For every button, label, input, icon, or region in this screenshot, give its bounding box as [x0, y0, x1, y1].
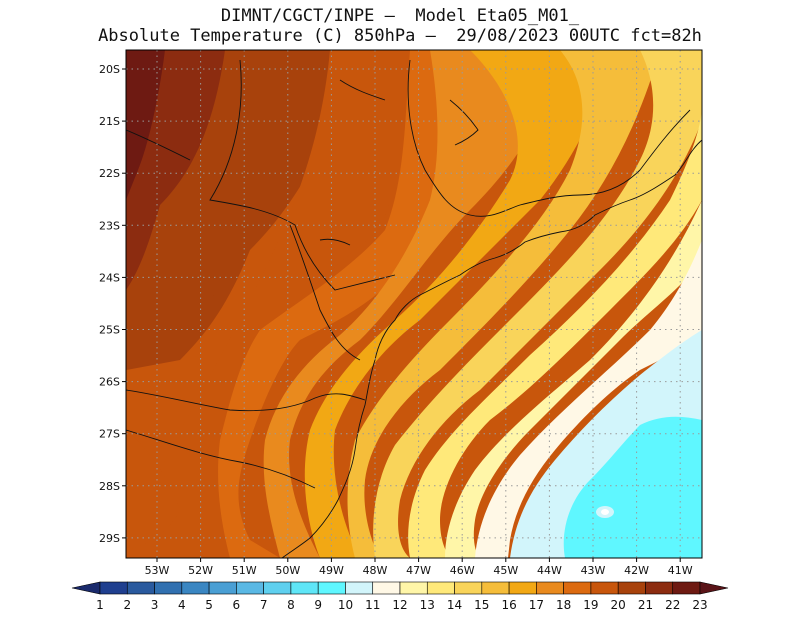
colorbar-label: 18 [556, 598, 571, 612]
longitude-label: 53W [145, 564, 170, 577]
longitude-label: 47W [406, 564, 431, 577]
colorbar-label: 15 [474, 598, 489, 612]
longitude-label: 51W [232, 564, 257, 577]
colorbar-label: 12 [392, 598, 407, 612]
colorbar-segment [372, 581, 401, 595]
colorbar-segment [126, 581, 155, 595]
colorbar-segment [208, 581, 237, 595]
latitude-label: 28S [99, 480, 120, 493]
latitude-label: 21S [99, 115, 120, 128]
colorbar-label: 7 [260, 598, 268, 612]
colorbar-segment [181, 581, 210, 595]
colorbar-label: 13 [420, 598, 435, 612]
longitude-label: 52W [188, 564, 213, 577]
colorbar-segment [536, 581, 564, 595]
colorbar-label: 11 [365, 598, 380, 612]
colorbar-label: 8 [287, 598, 295, 612]
longitude-label: 42W [624, 564, 649, 577]
colorbar-label: 1 [96, 598, 104, 612]
longitude-labels: 53W 52W 51W 50W 49W 48W 47W 46W 45W 44W 43W 42W 41W [145, 558, 693, 577]
longitude-label: 43W [581, 564, 606, 577]
colorbar-segment [317, 581, 346, 595]
map-title-line-1: DIMNT/CGCT/INPE – Model Eta05_M01_ [220, 6, 580, 26]
longitude-label: 41W [668, 564, 693, 577]
colorbar-segment [481, 581, 510, 595]
coastline-and-borders [126, 59, 702, 558]
latitude-label: 24S [99, 271, 120, 284]
colorbar-label: 3 [151, 598, 159, 612]
color-scale-labels: 1 2 3 4 5 6 7 8 9 10 11 12 13 14 15 16 17 18 19 20 21 22 23 [96, 598, 707, 612]
latitude-label: 29S [99, 532, 120, 545]
map-title-line-2: Absolute Temperature (C) 850hPa – 29/08/… [98, 26, 702, 46]
colorbar-low-extension [71, 581, 101, 595]
longitude-label: 48W [363, 564, 388, 577]
colorbar-segment [154, 581, 183, 595]
latitude-label: 20S [99, 63, 120, 76]
longitude-label: 50W [275, 564, 300, 577]
longitude-label: 45W [493, 564, 518, 577]
colorbar-segment [645, 581, 674, 595]
colorbar-segment [426, 581, 455, 595]
colorbar-high-extension [699, 581, 729, 595]
colorbar-label: 23 [692, 598, 707, 612]
colorbar-segment [99, 581, 128, 595]
latitude-label: 26S [99, 376, 120, 389]
colorbar-label: 21 [638, 598, 653, 612]
colorbar-segment [590, 581, 619, 595]
colorbar-label: 10 [338, 598, 353, 612]
latitude-label: 23S [99, 219, 120, 232]
colorbar-label: 5 [205, 598, 213, 612]
longitude-label: 49W [319, 564, 344, 577]
latitude-label: 22S [99, 167, 120, 180]
colorbar-segment [454, 581, 483, 595]
colorbar-segment [263, 581, 292, 595]
temperature-field [126, 50, 702, 558]
colorbar-segment [563, 581, 592, 595]
colorbar-label: 16 [501, 598, 516, 612]
longitude-label: 44W [537, 564, 562, 577]
colorbar-label: 4 [178, 598, 186, 612]
colorbar-segment [508, 581, 537, 595]
colorbar-label: 17 [529, 598, 544, 612]
longitude-label: 46W [450, 564, 475, 577]
latitude-labels: 20S 21S 22S 23S 24S 25S 26S 27S 28S 29S [99, 63, 126, 545]
graticule-gridlines [126, 50, 702, 558]
colorbar-segment [345, 581, 374, 595]
latitude-label: 25S [99, 324, 120, 337]
colorbar-label: 22 [665, 598, 680, 612]
colorbar-segment [236, 581, 264, 595]
colorbar-label: 2 [123, 598, 131, 612]
map-frame [125, 49, 703, 559]
colorbar-label: 6 [233, 598, 241, 612]
colorbar-label: 14 [447, 598, 462, 612]
colorbar-segment [617, 581, 646, 595]
colorbar-label: 19 [583, 598, 598, 612]
color-scale-bar [71, 581, 729, 595]
colorbar-label: 20 [611, 598, 626, 612]
colorbar-segment [290, 581, 319, 595]
colorbar-segment [672, 581, 701, 595]
colorbar-segment [399, 581, 428, 595]
colorbar-label: 9 [314, 598, 322, 612]
latitude-label: 27S [99, 428, 120, 441]
